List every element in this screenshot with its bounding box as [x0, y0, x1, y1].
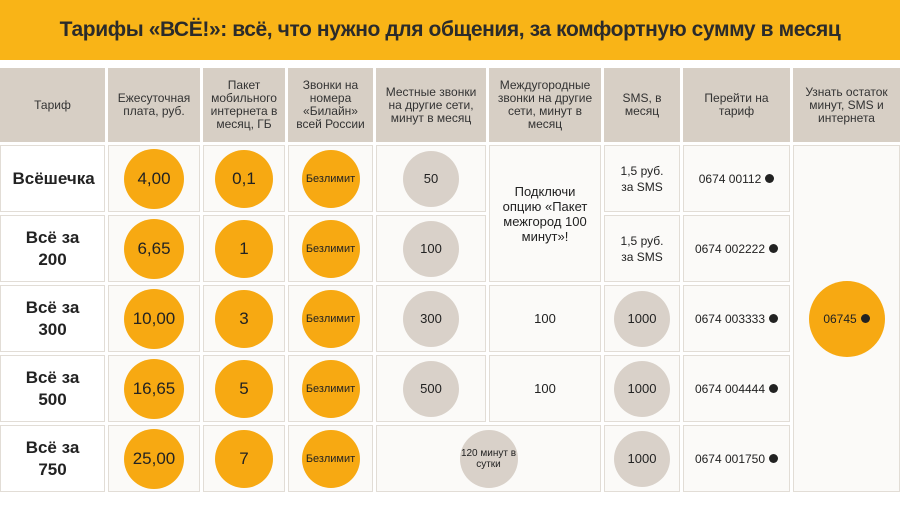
tariff-name: Всё за 300 [0, 285, 105, 352]
code-text: 0674 002222 [694, 241, 766, 256]
value-circle: 300 [403, 290, 459, 347]
column-header: Тариф [0, 68, 105, 142]
value-circle: Безлимит [301, 359, 360, 418]
code-text: 0674 00112 [698, 171, 762, 186]
phone-icon [769, 384, 779, 393]
value-circle: 5 [215, 359, 273, 418]
page-title: Тарифы «ВСЁ!»: всё, что нужно для общени… [0, 0, 900, 60]
phone-icon [769, 314, 779, 323]
value-circle: 500 [403, 360, 459, 417]
tariff-name: Всё за 500 [0, 355, 105, 422]
code-text: 0674 001750 [694, 451, 766, 466]
phone-icon [860, 314, 870, 323]
value-circle: 100 [403, 220, 459, 277]
column-header: Междугородные звонки на другие сети, мин… [489, 68, 601, 142]
value-circle: 3 [215, 289, 273, 348]
column-header: Перейти на тариф [683, 68, 790, 142]
fee-cell: 6,65 [108, 215, 200, 282]
code-cell: 0674 002222 [683, 215, 790, 282]
tariff-name-text: Всёшечка [12, 168, 95, 188]
code-cell: 0674 001750 [683, 425, 790, 492]
sms-text: 1,5 руб. за SMS [620, 163, 664, 194]
gb-cell: 3 [203, 285, 285, 352]
calls-cell: Безлимит [288, 145, 373, 212]
tariff-name-text: Всё за 500 [25, 367, 80, 409]
calls-cell: Безлимит [288, 425, 373, 492]
column-header: Узнать остаток минут, SMS и интернета [793, 68, 900, 142]
value-circle: 25,00 [124, 428, 184, 489]
column-header: Местные звонки на другие сети, минут в м… [376, 68, 486, 142]
calls-cell: Безлимит [288, 355, 373, 422]
sms-cell: 1000 [604, 285, 680, 352]
code-cell: 0674 003333 [683, 285, 790, 352]
local-cell: 100 [376, 215, 486, 282]
gb-cell: 5 [203, 355, 285, 422]
tariff-name: Всё за 200 [0, 215, 105, 282]
value-circle: 0,1 [215, 149, 273, 208]
intercity-text: 100 [534, 381, 556, 396]
value-circle: 50 [403, 150, 459, 207]
local-cell: 500 [376, 355, 486, 422]
value-circle: Безлимит [301, 149, 360, 208]
value-circle: 4,00 [124, 148, 184, 209]
sms-cell: 1,5 руб. за SMS [604, 215, 680, 282]
balance-code: 06745 [823, 311, 857, 326]
value-circle: 16,65 [124, 358, 184, 419]
tariff-name-text: Всё за 300 [25, 297, 80, 339]
value-circle: 1000 [614, 430, 670, 487]
balance-cell: 06745 [793, 145, 900, 492]
value-circle: 7 [215, 429, 273, 488]
tariff-name: Всё за 750 [0, 425, 105, 492]
gb-cell: 1 [203, 215, 285, 282]
code-text: 0674 004444 [694, 381, 766, 396]
value-circle: 06745 [808, 280, 885, 357]
phone-icon [769, 244, 779, 253]
calls-cell: Безлимит [288, 215, 373, 282]
local-cell: 50 [376, 145, 486, 212]
value-circle: 120 минут в сутки [459, 429, 518, 488]
intercity-option-text: Подключи опцию «Пакет межгород 100 минут… [502, 183, 588, 244]
intercity-option-cell: Подключи опцию «Пакет межгород 100 минут… [489, 145, 601, 282]
code-cell: 0674 004444 [683, 355, 790, 422]
column-header: Звонки на номера «Билайн» всей России [288, 68, 373, 142]
tariff-name-text: Всё за 750 [25, 437, 80, 479]
intercity-cell: 100 [489, 285, 601, 352]
sms-cell: 1000 [604, 355, 680, 422]
gb-cell: 0,1 [203, 145, 285, 212]
code-cell: 0674 00112 [683, 145, 790, 212]
fee-cell: 25,00 [108, 425, 200, 492]
column-header: Ежесуточная плата, руб. [108, 68, 200, 142]
tariff-name-text: Всё за 200 [25, 227, 80, 269]
value-circle: 6,65 [124, 218, 184, 279]
gb-cell: 7 [203, 425, 285, 492]
fee-cell: 4,00 [108, 145, 200, 212]
value-circle: 1 [215, 219, 273, 278]
local-cell: 300 [376, 285, 486, 352]
local-intercity-cell: 120 минут в сутки [376, 425, 601, 492]
phone-icon [769, 454, 779, 463]
value-circle: 1000 [614, 360, 670, 417]
sms-cell: 1,5 руб. за SMS [604, 145, 680, 212]
value-circle: Безлимит [301, 429, 360, 488]
phone-icon [765, 174, 775, 183]
fee-cell: 10,00 [108, 285, 200, 352]
column-header: Пакет мобильного интернета в месяц, ГБ [203, 68, 285, 142]
sms-text: 1,5 руб. за SMS [620, 233, 664, 264]
value-circle: 10,00 [124, 288, 184, 349]
value-circle: Безлимит [301, 289, 360, 348]
code-text: 0674 003333 [694, 311, 766, 326]
intercity-cell: 100 [489, 355, 601, 422]
column-header: SMS, в месяц [604, 68, 680, 142]
tariff-name: Всёшечка [0, 145, 105, 212]
value-circle: Безлимит [301, 219, 360, 278]
sms-cell: 1000 [604, 425, 680, 492]
value-circle: 1000 [614, 290, 670, 347]
fee-cell: 16,65 [108, 355, 200, 422]
intercity-text: 100 [534, 311, 556, 326]
calls-cell: Безлимит [288, 285, 373, 352]
